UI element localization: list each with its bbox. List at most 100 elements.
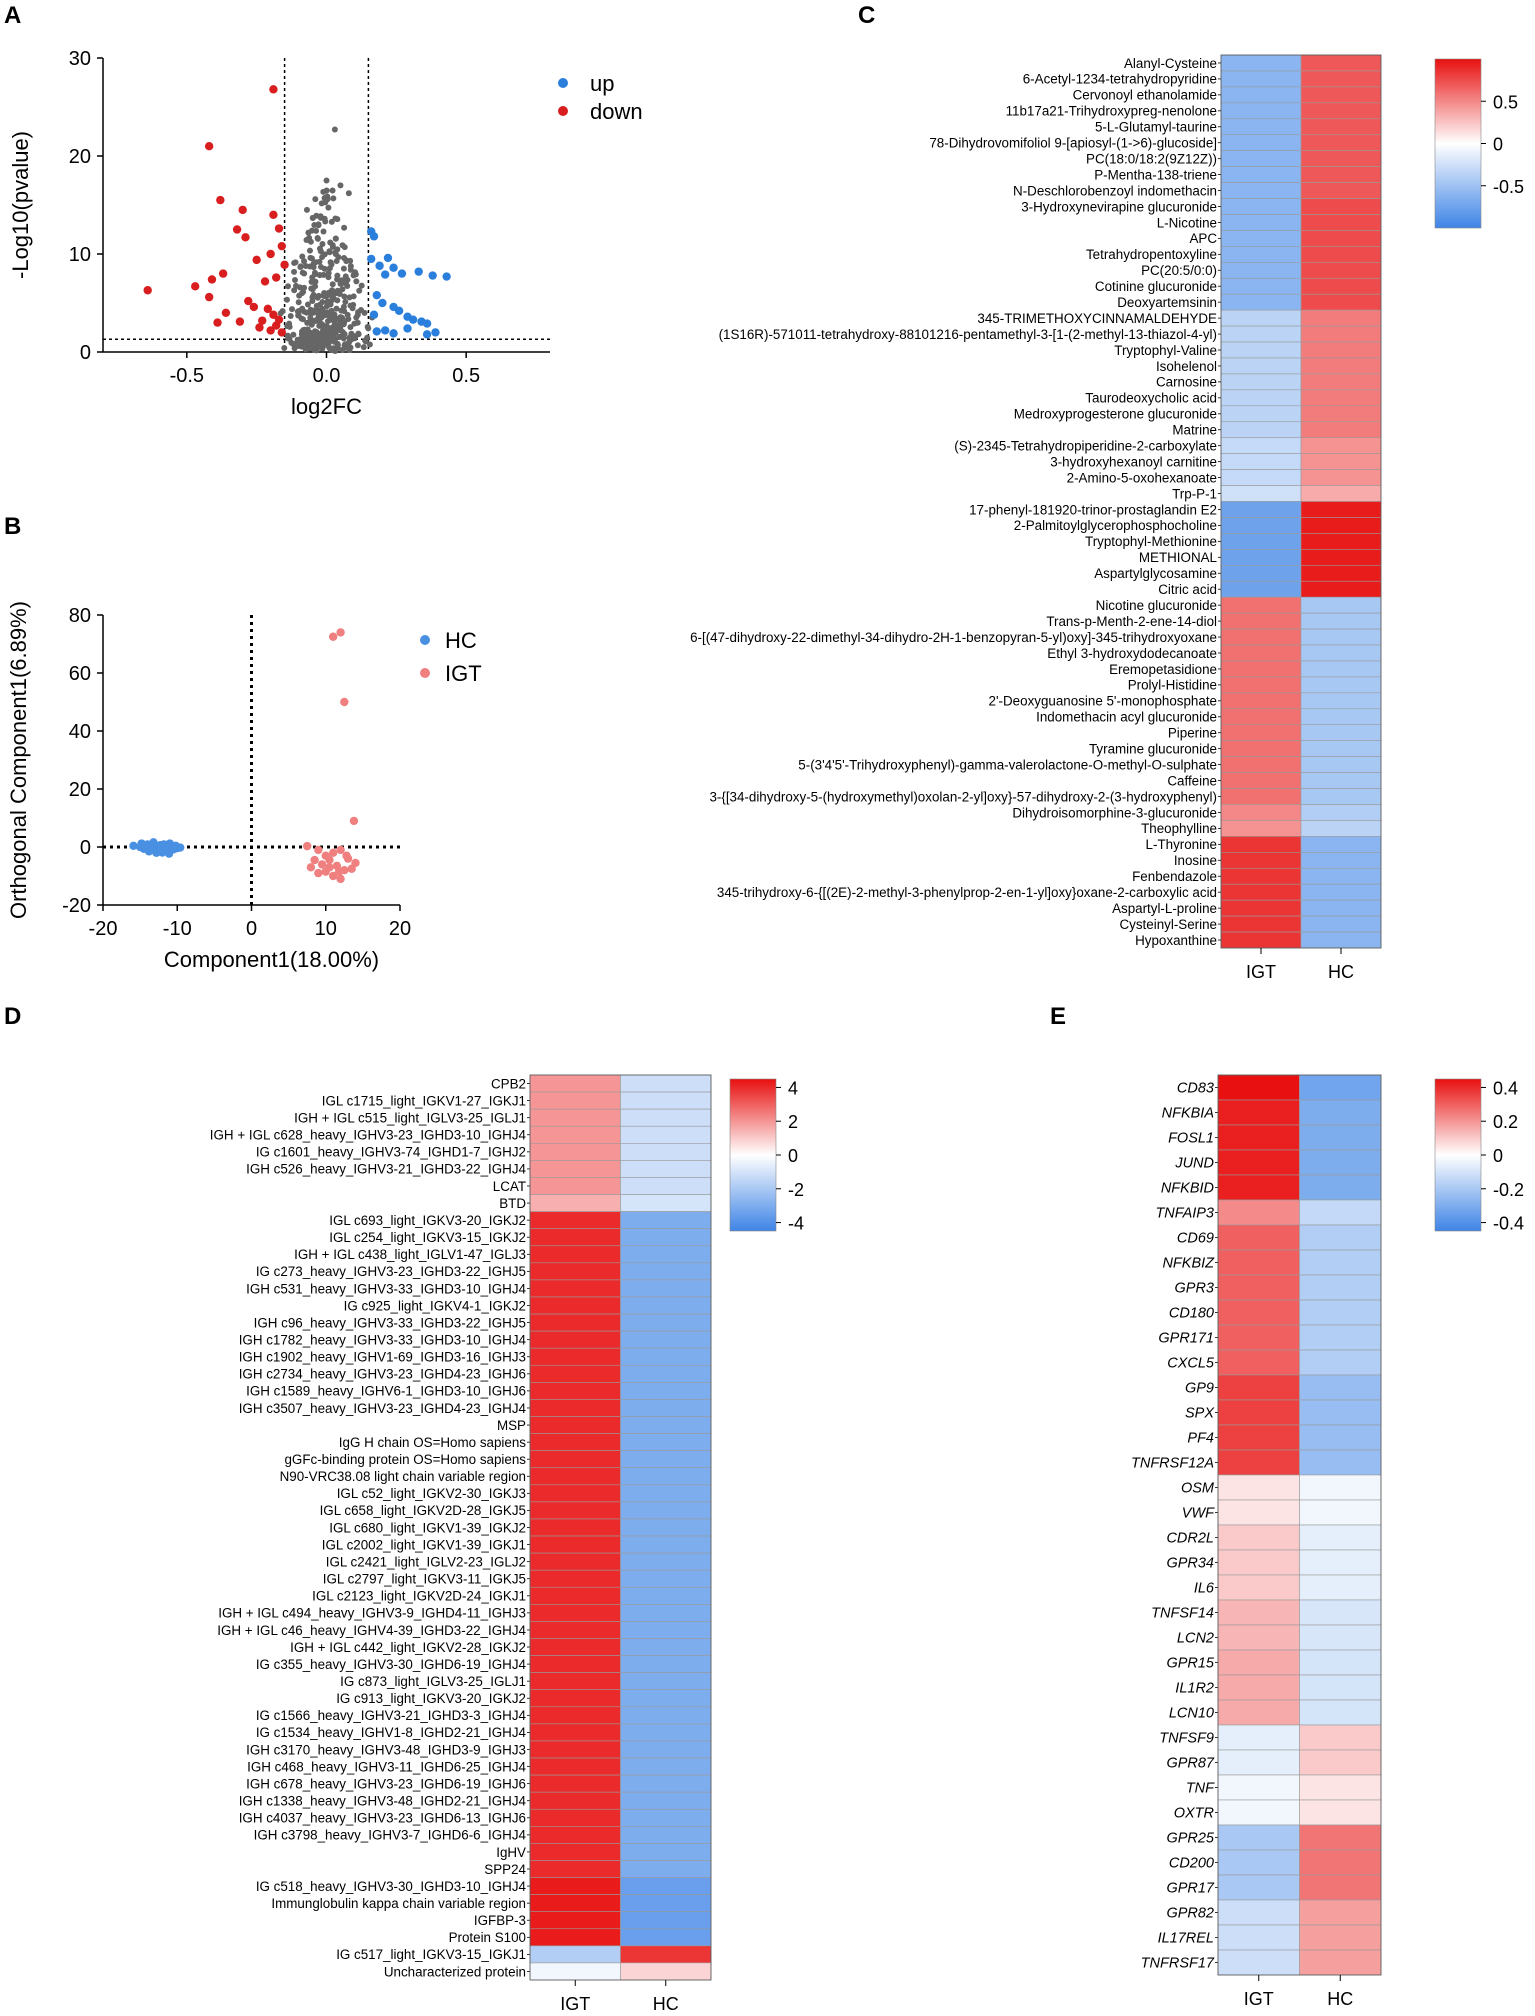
heatmap-cell [1299, 1774, 1382, 1801]
point-up [428, 271, 437, 280]
heatmap-cell [1217, 1874, 1300, 1901]
row-label: Matrine [1172, 423, 1217, 438]
row-label: OSM [1181, 1481, 1215, 1497]
row-label: CD200 [1169, 1856, 1214, 1872]
point-not-significant [320, 228, 327, 235]
point-not-significant [325, 274, 332, 281]
row-label: N-Deschlorobenzoyl indomethacin [1013, 183, 1217, 198]
row-label: IGL c658_light_IGKV2D-28_IGKJ5 [320, 1503, 526, 1518]
heatmap-cell [1299, 1499, 1382, 1526]
row-label: IGH + IGL c515_light_IGLV3-25_IGLJ1 [294, 1111, 526, 1126]
point-not-significant [355, 330, 362, 337]
point-down [204, 292, 214, 302]
point-up [372, 327, 381, 336]
x-tick-label: -20 [89, 918, 118, 940]
row-label: GPR82 [1166, 1906, 1214, 1922]
heatmap-cell [1299, 1124, 1382, 1151]
row-label: Protein S100 [449, 1930, 526, 1945]
point-not-significant [347, 263, 354, 270]
point-down [221, 308, 231, 317]
point-IGT [349, 816, 359, 826]
row-label: TNFAIP3 [1155, 1206, 1214, 1222]
point-not-significant [324, 318, 331, 325]
point-up [442, 272, 451, 281]
row-label: Citric acid [1158, 582, 1217, 597]
point-down [272, 273, 281, 282]
point-not-significant [305, 229, 312, 236]
heatmap-cell [1217, 1474, 1300, 1501]
row-label: Inosine [1174, 853, 1217, 868]
row-label: Alanyl-Cysteine [1124, 56, 1217, 71]
heatmap-cell [1217, 1624, 1300, 1651]
point-not-significant [347, 257, 354, 264]
heatmap-cell [1299, 1424, 1382, 1451]
point-not-significant [329, 281, 336, 288]
row-label: IGH + IGL c494_heavy_IGHV3-9_IGHD4-11_IG… [218, 1606, 526, 1621]
row-label: Tyramine glucuronide [1089, 741, 1217, 756]
heatmap-cell [1217, 1499, 1300, 1526]
legend-marker-HC [420, 635, 430, 645]
row-label: TNF [1186, 1781, 1215, 1797]
row-label: IGL c254_light_IGKV3-15_IGKJ2 [329, 1230, 526, 1245]
heatmap-cell [1217, 1924, 1300, 1951]
row-label: Indomethacin acyl glucuronide [1036, 710, 1217, 725]
row-label: IG c1566_heavy_IGHV3-21_IGHD3-3_IGHJ4 [256, 1708, 527, 1723]
point-IGT [342, 851, 351, 860]
row-label: IGL c1715_light_IGKV1-27_IGKJ1 [322, 1093, 526, 1108]
point-down [280, 260, 289, 269]
row-label: IL6 [1194, 1581, 1215, 1597]
y-tick-label: -20 [62, 895, 91, 917]
point-not-significant [320, 271, 327, 278]
point-not-significant [356, 287, 363, 294]
point-not-significant [334, 246, 341, 253]
point-up [367, 254, 376, 264]
point-not-significant [350, 301, 357, 308]
row-label: 5-L-Glutamyl-taurine [1095, 120, 1217, 135]
point-not-significant [333, 305, 340, 312]
colorbar-tick-label: 0 [1493, 1146, 1503, 1166]
point-not-significant [347, 324, 354, 331]
heatmap-border [1217, 1074, 1382, 1976]
row-label: IGH c3170_heavy_IGHV3-48_IGHD3-9_IGHJ3 [246, 1742, 526, 1757]
colorbar-tick-label: 0 [788, 1146, 798, 1166]
row-label: IGH c3507_heavy_IGHV3-23_IGHD4-23_IGHJ4 [239, 1401, 527, 1416]
point-not-significant [319, 322, 326, 329]
point-not-significant [327, 301, 334, 308]
column-label: HC [653, 1994, 679, 2014]
colorbar-tick-label: 4 [788, 1078, 798, 1098]
y-tick-label: 0 [80, 837, 91, 859]
point-not-significant [284, 332, 291, 339]
point-HC [129, 841, 138, 851]
heatmap-cell [1299, 1624, 1382, 1651]
row-label: IGH c3798_heavy_IGHV3-7_IGHD6-6_IGHJ4 [254, 1828, 527, 1843]
x-axis-label: Component1(18.00%) [164, 947, 379, 972]
row-label: IGL c693_light_IGKV3-20_IGKJ2 [329, 1213, 526, 1228]
heatmap-cell [1299, 1649, 1382, 1676]
point-not-significant [332, 235, 339, 242]
row-label: Nicotine glucuronide [1096, 598, 1217, 613]
row-label: Eremopetasidione [1109, 662, 1217, 677]
heatmap-cell [1217, 1599, 1300, 1626]
point-down [218, 269, 228, 278]
point-IGT [314, 845, 323, 855]
point-not-significant [295, 299, 302, 306]
row-label: 78-Dihydrovomifoliol 9-[apiosyl-(1->6)-g… [929, 136, 1217, 151]
legend-label-IGT: IGT [445, 661, 482, 686]
row-label: IG c517_light_IGKV3-15_IGKJ1 [336, 1947, 526, 1962]
x-tick-label: 10 [315, 918, 337, 940]
row-label: N90-VRC38.08 light chain variable region [280, 1469, 526, 1484]
point-not-significant [337, 314, 344, 321]
panel-label-e: E [1050, 1003, 1067, 1030]
heatmap-cell [1299, 1474, 1382, 1501]
point-not-significant [309, 274, 316, 281]
heatmap-border [1220, 54, 1382, 949]
point-not-significant [323, 177, 330, 184]
point-up [403, 324, 412, 333]
point-not-significant [326, 345, 333, 352]
point-IGT [302, 841, 312, 851]
heatmap-cell [1299, 1274, 1382, 1301]
point-not-significant [295, 312, 302, 319]
legend-label-HC: HC [445, 628, 477, 653]
point-not-significant [289, 306, 296, 313]
row-label: IGL c52_light_IGKV2-30_IGKJ3 [337, 1486, 526, 1501]
